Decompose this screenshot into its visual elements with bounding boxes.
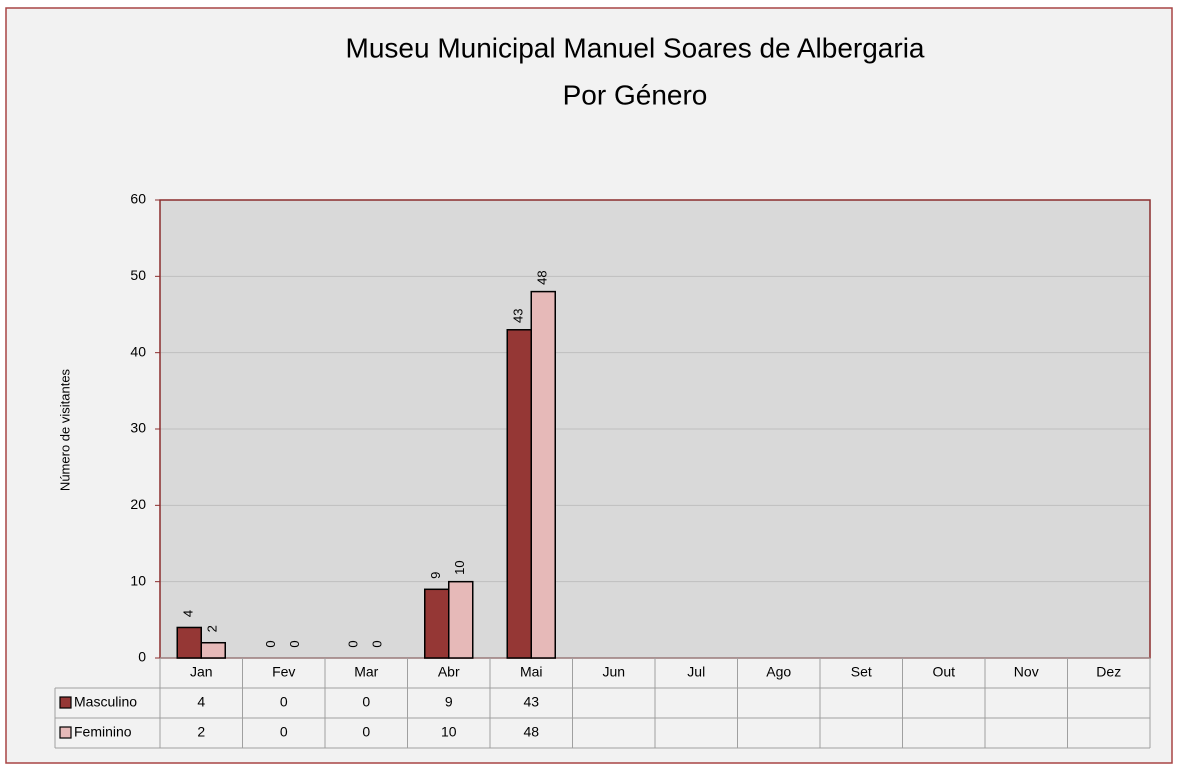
x-tick-label: Fev	[272, 664, 295, 680]
data-label: 0	[287, 640, 302, 647]
y-axis-label: Número de visitantes	[57, 368, 72, 491]
x-tick-label: Ago	[766, 664, 791, 680]
x-tick-label: Jul	[687, 664, 705, 680]
chart-title: Museu Municipal Manuel Soares de Alberga…	[346, 32, 925, 63]
table-cell: 0	[280, 694, 288, 710]
data-label: 2	[205, 625, 220, 632]
table-cell: 2	[197, 724, 205, 740]
x-tick-label: Mai	[520, 664, 543, 680]
table-cell: 0	[280, 724, 288, 740]
bar	[506, 329, 532, 659]
bar	[448, 580, 474, 659]
x-tick-label: Abr	[438, 664, 460, 680]
table-cell: 10	[441, 724, 457, 740]
x-tick-label: Jan	[190, 664, 213, 680]
x-tick-label: Set	[851, 664, 872, 680]
data-label: 48	[535, 270, 550, 284]
legend-label: Feminino	[74, 724, 132, 740]
x-tick-label: Nov	[1014, 664, 1039, 680]
table-cell: 43	[523, 694, 539, 710]
x-tick-label: Mar	[354, 664, 378, 680]
x-tick-label: Out	[932, 664, 955, 680]
table-cell: 48	[523, 724, 539, 740]
data-label: 0	[370, 640, 385, 647]
x-tick-label: Dez	[1096, 664, 1121, 680]
data-label: 4	[181, 610, 196, 617]
y-tick-label: 20	[130, 496, 146, 512]
x-tick-label: Jun	[602, 664, 625, 680]
table-cell: 0	[362, 694, 370, 710]
bar	[200, 641, 226, 659]
data-label: 0	[263, 640, 278, 647]
data-label: 43	[511, 309, 526, 323]
y-tick-label: 60	[130, 191, 146, 207]
data-label: 0	[346, 640, 361, 647]
y-tick-label: 0	[138, 649, 146, 665]
table-cell: 0	[362, 724, 370, 740]
legend-swatch	[59, 696, 72, 709]
legend-label: Masculino	[74, 694, 137, 710]
chart-subtitle: Por Género	[563, 79, 708, 110]
bar	[424, 588, 450, 659]
y-tick-label: 50	[130, 267, 146, 283]
legend-swatch	[59, 726, 72, 739]
bar	[530, 290, 556, 659]
table-cell: 4	[197, 694, 205, 710]
data-label: 9	[428, 572, 443, 579]
table-cell: 9	[445, 694, 453, 710]
data-label: 10	[452, 560, 467, 574]
y-tick-label: 10	[130, 572, 146, 588]
bar	[176, 626, 202, 659]
y-tick-label: 30	[130, 420, 146, 436]
y-tick-label: 40	[130, 343, 146, 359]
